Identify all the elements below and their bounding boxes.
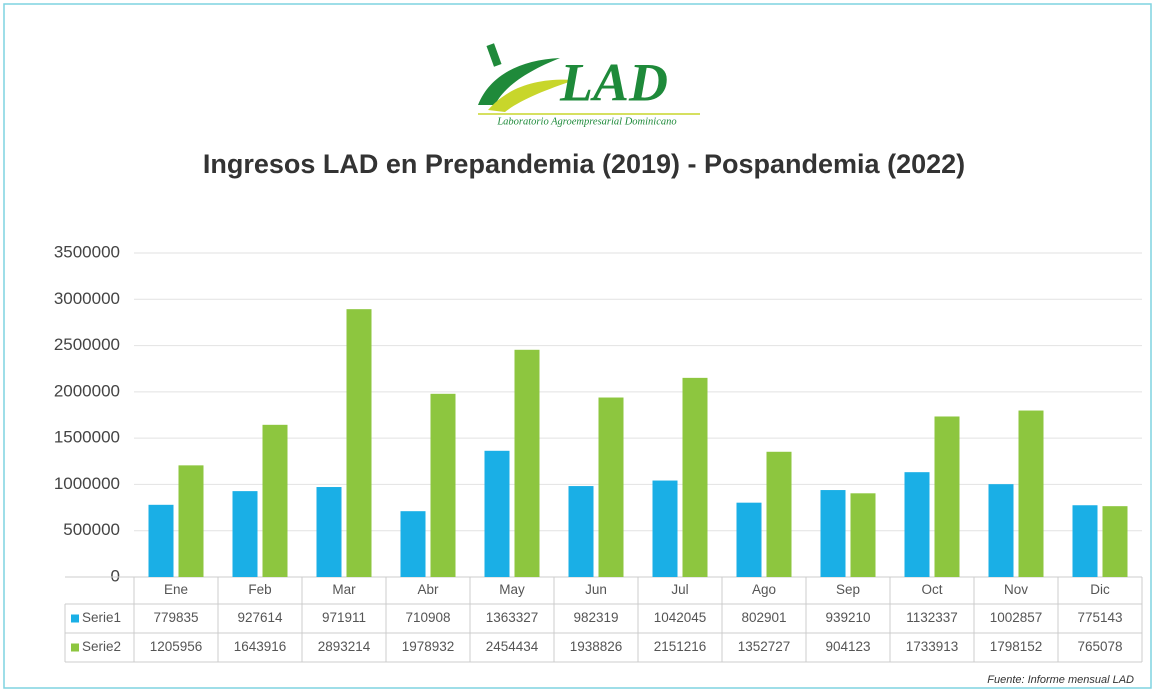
table-value: 1132337 — [906, 610, 958, 625]
y-tick-label: 0 — [111, 566, 120, 585]
x-tick-label: Nov — [1004, 582, 1028, 597]
x-tick-label: Jul — [671, 582, 688, 597]
table-value: 1978932 — [402, 639, 455, 654]
y-tick-label: 2500000 — [54, 335, 120, 354]
table-value: 2893214 — [318, 639, 371, 654]
bar — [1018, 410, 1044, 577]
x-tick-label: Dic — [1090, 582, 1110, 597]
table-value: 765078 — [1077, 639, 1122, 654]
logo-icon — [486, 43, 502, 67]
legend-label: Serie1 — [82, 610, 121, 625]
bar — [430, 393, 456, 577]
table-value: 982319 — [573, 610, 618, 625]
x-tick-label: Ene — [164, 582, 188, 597]
bar — [346, 309, 372, 577]
table-value: 1002857 — [990, 610, 1043, 625]
table-value: 1643916 — [234, 639, 287, 654]
table-value: 1205956 — [150, 639, 203, 654]
table-value: 1363327 — [486, 610, 539, 625]
logo-name: LAD — [559, 52, 668, 112]
bar — [904, 472, 930, 577]
x-tick-label: Oct — [921, 582, 942, 597]
legend-key — [71, 643, 79, 652]
bar — [262, 424, 288, 577]
table-value: 802901 — [741, 610, 786, 625]
logo-swoosh — [488, 79, 575, 112]
bar — [652, 480, 678, 577]
y-tick-label: 3500000 — [54, 242, 120, 261]
table-value: 775143 — [1077, 610, 1122, 625]
bar — [514, 349, 540, 577]
x-tick-label: Feb — [248, 582, 271, 597]
source: Fuente: Informe mensual LAD — [987, 674, 1134, 686]
bar — [316, 487, 342, 577]
bar — [766, 451, 792, 577]
table-value: 904123 — [825, 639, 870, 654]
y-tick-label: 1500000 — [54, 428, 120, 447]
bar — [1072, 505, 1098, 577]
logo-swoosh — [478, 58, 560, 105]
bar — [736, 502, 762, 577]
bar — [598, 397, 624, 577]
legend-label: Serie2 — [82, 639, 121, 654]
y-tick-label: 500000 — [63, 520, 120, 539]
bar — [682, 377, 708, 577]
bar — [934, 416, 960, 577]
bar — [484, 450, 510, 577]
table-value: 971911 — [322, 610, 366, 625]
legend-key — [71, 614, 79, 623]
table-value: 939210 — [825, 610, 870, 625]
table-value: 1733913 — [906, 639, 959, 654]
x-tick-label: Ago — [752, 582, 776, 597]
y-tick-label: 1000000 — [54, 474, 120, 493]
x-tick-label: Abr — [417, 582, 439, 597]
table-value: 779835 — [153, 610, 198, 625]
x-tick-label: May — [499, 582, 525, 597]
bar — [232, 491, 258, 577]
table-value: 710908 — [405, 610, 450, 625]
bar — [568, 486, 594, 577]
table-value: 1042045 — [654, 610, 707, 625]
y-tick-label: 2000000 — [54, 381, 120, 400]
logo: LAD Laboratorio Agroempresarial Dominica… — [478, 43, 700, 127]
bar — [178, 465, 204, 577]
table-value: 1938826 — [570, 639, 623, 654]
bar — [400, 511, 426, 577]
y-tick-label: 3000000 — [54, 289, 120, 308]
bar — [1102, 506, 1128, 577]
x-tick-label: Sep — [836, 582, 860, 597]
table-value: 927614 — [237, 610, 283, 625]
chart-title: Ingresos LAD en Prepandemia (2019) - Pos… — [203, 149, 965, 179]
bar — [850, 493, 876, 577]
logo-subtitle: Laboratorio Agroempresarial Dominicano — [496, 116, 676, 127]
table-value: 1352727 — [738, 639, 791, 654]
x-tick-label: Mar — [332, 582, 356, 597]
table-value: 2151216 — [654, 639, 707, 654]
table-value: 1798152 — [990, 639, 1043, 654]
table-value: 2454434 — [486, 639, 539, 654]
bar — [988, 484, 1014, 577]
bar — [148, 504, 174, 577]
x-tick-label: Jun — [585, 582, 607, 597]
bar — [820, 490, 846, 577]
